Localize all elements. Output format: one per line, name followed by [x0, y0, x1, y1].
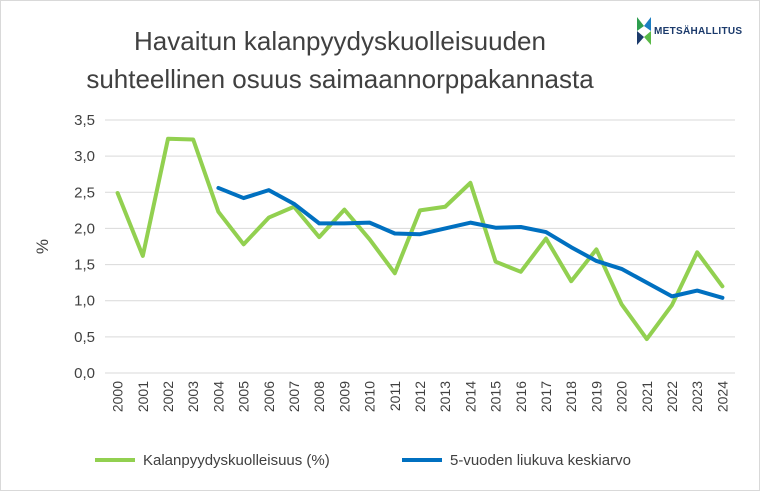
y-axis-ticks: 0,0 0,5 1,0 1,5 2,0 2,5 3,0 3,5: [74, 112, 95, 382]
y-tick-label: 2,5: [74, 184, 95, 201]
x-tick-label: 2005: [236, 381, 252, 412]
legend-label-2: 5-vuoden liukuva keskiarvo: [450, 452, 631, 469]
y-tick-label: 3,5: [74, 112, 95, 129]
series-line-2: [216, 185, 725, 300]
x-tick-label: 2023: [689, 381, 705, 412]
series-lines: [115, 136, 725, 342]
x-tick-label: 2014: [462, 381, 478, 412]
x-tick-label: 2022: [664, 381, 680, 412]
x-tick-label: 2013: [437, 381, 453, 412]
chart-title-line1: Havaitun kalanpyydyskuolleisuuden: [134, 26, 546, 56]
legend-label-1: Kalanpyydyskuolleisuus (%): [143, 452, 330, 469]
x-tick-label: 2001: [135, 381, 151, 412]
x-tick-label: 2024: [714, 381, 730, 412]
metsahallitus-logo: METSÄHALLITUS: [637, 16, 742, 46]
y-tick-label: 3,0: [74, 148, 95, 165]
x-tick-label: 2009: [336, 381, 352, 412]
x-tick-label: 2004: [210, 381, 226, 412]
y-tick-label: 0,0: [74, 365, 95, 382]
chart-title: Havaitun kalanpyydyskuolleisuuden suhtee…: [60, 22, 620, 98]
y-tick-label: 2,0: [74, 220, 95, 237]
x-tick-label: 2006: [261, 381, 277, 412]
x-tick-label: 2000: [110, 381, 126, 412]
logo-text: METSÄHALLITUS: [654, 25, 743, 37]
logo-mark-icon: [637, 17, 651, 45]
x-tick-label: 2008: [311, 381, 327, 412]
x-tick-label: 2020: [614, 381, 630, 412]
x-tick-label: 2021: [639, 381, 655, 412]
series-line-1: [115, 136, 725, 342]
x-tick-label: 2015: [488, 381, 504, 412]
chart-title-line2: suhteellinen osuus saimaannorppakannasta: [86, 64, 594, 94]
x-tick-label: 2003: [185, 381, 201, 412]
grid-lines: [105, 119, 735, 374]
x-tick-label: 2011: [387, 381, 403, 411]
x-tick-label: 2002: [160, 381, 176, 412]
x-tick-label: 2007: [286, 381, 302, 412]
y-tick-label: 0,5: [74, 329, 95, 346]
x-tick-label: 2010: [362, 381, 378, 412]
x-tick-label: 2017: [538, 381, 554, 412]
y-axis-label: %: [33, 239, 52, 254]
legend: Kalanpyydyskuolleisuus (%) 5-vuoden liuku…: [95, 452, 631, 469]
x-tick-label: 2016: [513, 381, 529, 412]
x-tick-label: 2018: [563, 381, 579, 412]
y-tick-label: 1,0: [74, 293, 95, 310]
x-tick-label: 2019: [588, 381, 604, 412]
x-tick-label: 2012: [412, 381, 428, 412]
x-axis-ticks: 2000 2001 2002 2003 2004 2005 2006 2007 2008 2009…: [110, 381, 731, 412]
y-tick-label: 1,5: [74, 257, 95, 274]
